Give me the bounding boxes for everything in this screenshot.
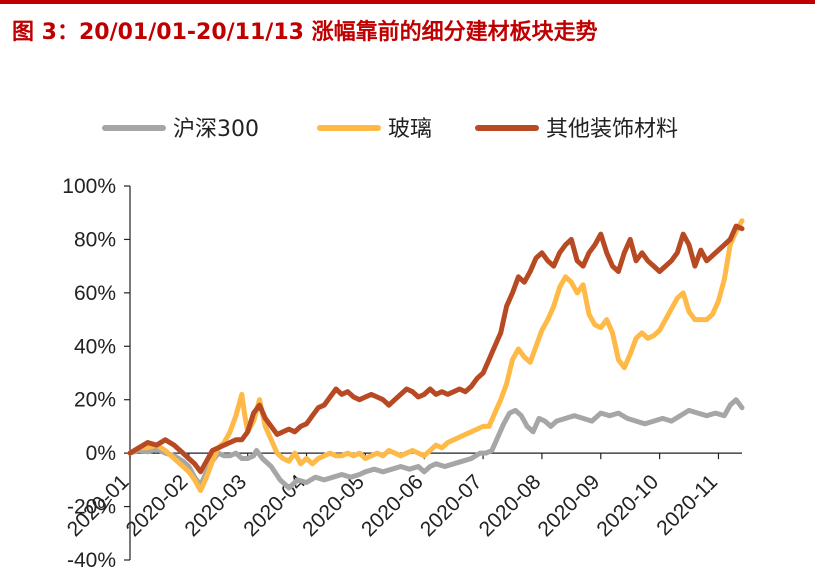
series-line-1 [127, 218, 745, 493]
legend-label-1: 玻璃 [388, 117, 432, 142]
legend-label-2: 其他装饰材料 [546, 117, 678, 142]
x-tick-label: 2020-07 [416, 470, 487, 541]
x-tick-label: 2020-11 [652, 470, 722, 540]
y-tick-label: 60% [74, 282, 116, 305]
y-tick-label: -20% [67, 496, 116, 519]
y-tick-label: 40% [74, 335, 116, 358]
y-tick-label: 20% [74, 389, 116, 412]
y-tick-label: 80% [74, 228, 116, 251]
legend: 沪深300 玻璃 其他装饰材料 [102, 117, 678, 142]
axes: -40%-20%0%20%40%60%80%100%2020-012020-02… [62, 175, 742, 572]
series-line-0 [127, 397, 745, 491]
x-tick-label: 2020-08 [475, 470, 546, 541]
series-lines [127, 218, 745, 493]
figure-title: 图 3：20/01/01-20/11/13 涨幅靠前的细分建材板块走势 [12, 20, 598, 45]
x-tick-label: 2020-06 [357, 470, 428, 541]
legend-label-0: 沪深300 [173, 117, 259, 142]
x-tick-label: 2020-03 [180, 470, 251, 541]
y-tick-label: -40% [67, 549, 116, 572]
x-tick-label: 2020-09 [534, 470, 605, 541]
x-tick-label: 2020-02 [122, 470, 193, 541]
title-rule [0, 0, 815, 4]
y-tick-label: 0% [86, 442, 116, 465]
series-line-2 [127, 223, 745, 475]
x-tick-label: 2020-10 [592, 470, 663, 541]
y-tick-label: 100% [62, 175, 116, 198]
